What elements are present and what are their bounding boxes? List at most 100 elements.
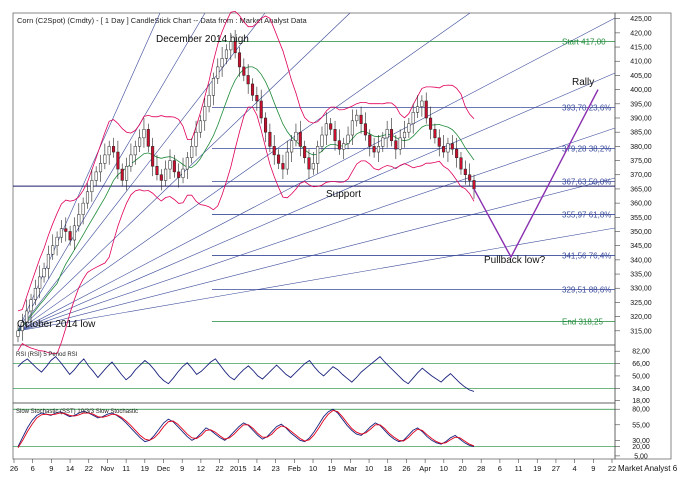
x-tick-label: Dec: [157, 464, 171, 473]
candle-body: [172, 160, 176, 173]
candle-body: [389, 129, 394, 141]
candle-body: [420, 100, 424, 107]
candle-body: [272, 146, 276, 156]
candle-body: [168, 160, 172, 170]
candle-body: [94, 171, 98, 181]
candle-body: [72, 225, 76, 241]
projection-line: [473, 89, 599, 259]
rsi-label: RSI (RSI) 5 Period RSI: [16, 352, 78, 358]
annotation-low: October 2014 low: [17, 319, 96, 330]
candle-body: [16, 330, 20, 337]
candle-body: [385, 129, 389, 139]
candle-body: [363, 123, 367, 136]
candle-body: [242, 66, 246, 76]
candle-body: [112, 146, 116, 153]
candle-body: [294, 131, 298, 141]
candle-body: [416, 106, 420, 113]
candle-body: [437, 137, 441, 147]
candle-body: [342, 143, 346, 150]
candle-body: [51, 245, 55, 255]
candle-body: [250, 83, 255, 96]
candle-body: [233, 41, 237, 53]
x-tick-label: 18: [384, 464, 392, 473]
candle-body: [368, 134, 372, 147]
candle-body: [320, 134, 324, 147]
candle-body: [64, 228, 68, 232]
price-tick-label: 395,00: [630, 101, 652, 108]
candle-body: [107, 146, 111, 156]
candle-body: [446, 143, 450, 153]
candle-body: [68, 231, 72, 241]
fan-line: [17, 12, 161, 331]
candle-body: [194, 131, 198, 147]
level-label: 379,28 38,2%: [562, 144, 611, 153]
x-tick-label: Mar: [344, 464, 357, 473]
candle-body: [190, 146, 194, 158]
x-tick-label: 20: [458, 464, 466, 473]
indicator-tick-label: 30,00: [632, 438, 650, 445]
candle-body: [459, 157, 463, 170]
candle-body: [472, 180, 476, 190]
x-tick-label: 6: [498, 464, 502, 473]
candle-body: [307, 157, 311, 170]
candle-body: [85, 191, 90, 204]
x-tick-label: 22: [85, 464, 93, 473]
candle-body: [177, 171, 181, 178]
x-tick-label: 9: [591, 464, 595, 473]
candle-body: [433, 129, 437, 139]
fan-line: [17, 127, 616, 332]
candle-body: [424, 100, 428, 119]
retracement-levels: Start 417,00 393,70 23,6% 379,28 38,2% 367,…: [13, 37, 615, 327]
candle-body: [103, 154, 107, 164]
x-tick-label: 6: [31, 464, 35, 473]
candle-body: [220, 58, 224, 68]
x-tick-label: 14: [253, 464, 261, 473]
candle-body: [120, 168, 124, 181]
candle-body: [125, 165, 129, 181]
indicator-tick-label: 50,00: [632, 373, 650, 380]
x-tick-label: 23: [271, 464, 279, 473]
x-tick-label: 11: [122, 464, 130, 473]
price-tick-label: 330,00: [630, 286, 652, 293]
price-tick-label: 400,00: [630, 87, 652, 94]
x-tick-label: 11: [515, 464, 523, 473]
candle-body: [198, 120, 202, 133]
candle-body: [429, 117, 433, 130]
candle-body: [281, 163, 285, 170]
moving-average: [17, 66, 475, 332]
candle-body: [303, 146, 307, 158]
candle-body: [246, 75, 250, 85]
price-tick-label: 315,00: [630, 328, 652, 335]
candle-body: [55, 236, 59, 246]
candle-body: [237, 52, 242, 68]
price-tick-label: 345,00: [630, 243, 652, 250]
price-tick-label: 350,00: [630, 229, 652, 236]
price-tick-label: 405,00: [630, 73, 652, 80]
candle-body: [455, 148, 459, 158]
candle-body: [463, 168, 467, 175]
candle-body: [185, 157, 189, 170]
candle-body: [311, 163, 315, 170]
price-tick-label: 420,00: [630, 30, 652, 37]
candle-body: [468, 174, 472, 181]
candle-body: [181, 168, 185, 178]
x-tick-label: 28: [477, 464, 485, 473]
level-label: Start 417,00: [562, 37, 606, 46]
indicator-tick-label: 18,00: [632, 398, 650, 405]
candle-body: [359, 114, 363, 124]
fan-line: [17, 177, 616, 332]
stoch-label: Slow Stochastic (SST) 10/3/3 Slow Stocha…: [16, 409, 138, 415]
candle-body: [164, 168, 168, 181]
x-tick-label: Apr: [419, 464, 431, 473]
x-tick-label: 9: [180, 464, 184, 473]
price-tick-label: 425,00: [630, 16, 652, 23]
x-axis: 26 6 9 14 22 Nov 11 19 Dec 9 12 22 2015 14 23 Feb 10 19 Ma…: [10, 459, 616, 473]
bollinger-upper: [17, 10, 475, 312]
indicator-tick-label: 5,00: [634, 453, 648, 460]
price-tick-label: 410,00: [630, 59, 652, 66]
candle-body: [381, 137, 385, 147]
candle-body: [33, 287, 37, 300]
candle-body: [90, 180, 94, 193]
